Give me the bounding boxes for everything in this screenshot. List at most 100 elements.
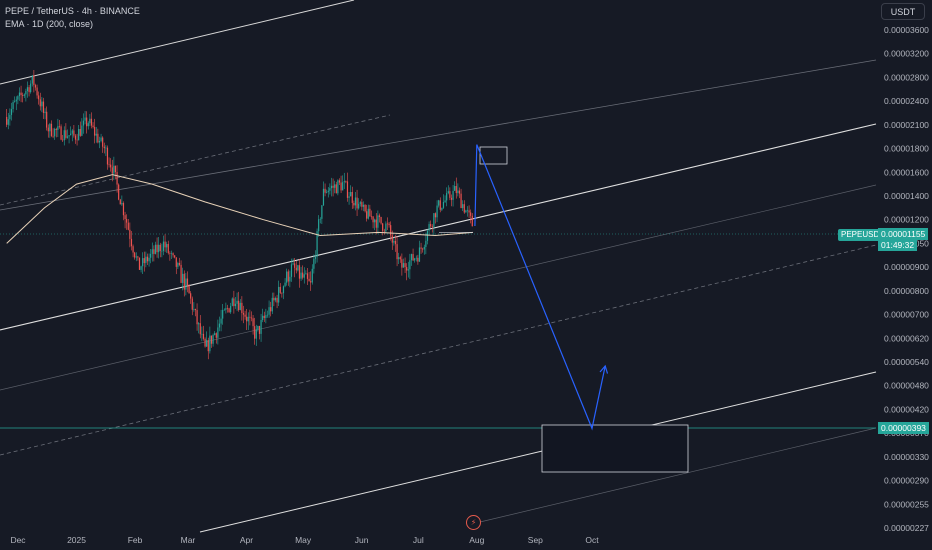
candle-body <box>420 247 422 249</box>
candle-body <box>55 128 57 130</box>
candle-body <box>84 117 86 121</box>
candle-body <box>441 207 443 210</box>
candle-body <box>449 191 451 198</box>
candle-body <box>388 223 390 226</box>
candle-body <box>23 94 25 96</box>
candle-body <box>286 271 288 283</box>
candle-body <box>410 254 413 261</box>
support-zone-box[interactable] <box>541 424 689 473</box>
last-price-tag: 0.00001155 <box>878 228 929 240</box>
candle-body <box>222 310 224 319</box>
channel-lines <box>0 0 877 533</box>
candle-body <box>372 216 374 223</box>
y-tick-label: 0.00001800 <box>884 144 929 154</box>
candle-body <box>460 193 462 209</box>
candle-body <box>359 202 361 204</box>
candle-body <box>391 235 393 243</box>
symbol-title[interactable]: PEPE / TetherUS · 4h · BINANCE <box>5 6 140 16</box>
candle-body <box>450 197 453 200</box>
candle-body <box>172 253 174 256</box>
candle-body <box>271 297 273 312</box>
candle-body <box>284 282 286 287</box>
y-tick-label: 0.00000620 <box>884 333 929 343</box>
candle-body <box>234 303 237 307</box>
candle-body <box>378 215 381 217</box>
y-tick-label: 0.00000900 <box>884 262 929 272</box>
candle-body <box>185 278 187 290</box>
candle-body <box>428 224 430 231</box>
y-tick-label: 0.00001400 <box>884 191 929 201</box>
candle-body <box>292 263 294 265</box>
candle-body <box>151 249 153 254</box>
candle-body <box>158 244 160 253</box>
ema-line <box>6 174 474 244</box>
candle-body <box>354 197 357 206</box>
candle-body <box>210 335 213 344</box>
candle-body <box>161 250 163 252</box>
candle-body <box>447 191 449 194</box>
candle-body <box>361 202 363 207</box>
candle-body <box>423 246 425 250</box>
candle-body <box>362 204 365 207</box>
candle-body <box>82 120 85 126</box>
channel-low-faint <box>479 427 877 523</box>
candle-body <box>122 203 125 216</box>
candle-body <box>249 316 251 318</box>
candle-body <box>127 222 129 230</box>
support-price-tag: 0.00000393 <box>878 422 929 434</box>
candle-body <box>462 204 464 209</box>
projection-arrow[interactable] <box>474 144 606 431</box>
candle-body <box>337 180 339 194</box>
currency-button[interactable]: USDT <box>881 3 925 20</box>
candle-body <box>146 256 149 262</box>
channel-top-solid <box>0 0 355 85</box>
candle-body <box>404 263 406 268</box>
candle-body <box>132 246 134 253</box>
candle-body <box>345 181 347 182</box>
candle-body <box>238 300 240 311</box>
candle-body <box>31 75 33 84</box>
candle-body <box>353 202 355 206</box>
candle-body <box>202 333 205 339</box>
flash-icon[interactable]: ⚡ <box>466 515 481 530</box>
candle-body <box>226 308 229 309</box>
candle-body <box>214 333 216 335</box>
candle-body <box>231 298 233 306</box>
candle-body <box>134 252 136 258</box>
x-tick-label: Feb <box>128 535 143 545</box>
candle-body <box>322 188 325 206</box>
candle-body <box>316 231 318 257</box>
candle-body <box>207 340 209 352</box>
candle-body <box>9 114 11 120</box>
candle-body <box>204 338 206 347</box>
candle-body <box>326 192 328 193</box>
candle-body <box>66 136 69 138</box>
candle-body <box>68 135 70 137</box>
candle-body <box>452 190 454 200</box>
candle-body <box>36 87 38 96</box>
candle-body <box>278 286 280 303</box>
candle-body <box>401 259 403 268</box>
candle-body <box>156 244 158 253</box>
indicator-label[interactable]: EMA · 1D (200, close) <box>5 19 94 29</box>
target-box[interactable] <box>479 146 508 165</box>
candle-body <box>42 101 45 113</box>
candle-body <box>314 256 317 259</box>
candle-body <box>92 125 94 127</box>
candle-body <box>87 123 89 127</box>
price-axis[interactable]: 0.00003600 0.00003200 0.00002800 0.00002400… <box>884 25 929 533</box>
candle-body <box>47 127 49 132</box>
candle-body <box>15 99 17 102</box>
y-tick-label: 0.00000540 <box>884 357 929 367</box>
time-axis[interactable]: Dec 2025 Feb Mar Apr May Jun Jul Aug Sep Oct <box>10 535 599 545</box>
candle-body <box>10 109 13 115</box>
candle-body <box>183 273 185 290</box>
candle-body <box>274 297 277 301</box>
candle-body <box>342 182 344 191</box>
candle-body <box>78 129 80 141</box>
candle-body <box>98 140 101 143</box>
candle-body <box>422 248 424 250</box>
candle-body <box>263 315 265 318</box>
